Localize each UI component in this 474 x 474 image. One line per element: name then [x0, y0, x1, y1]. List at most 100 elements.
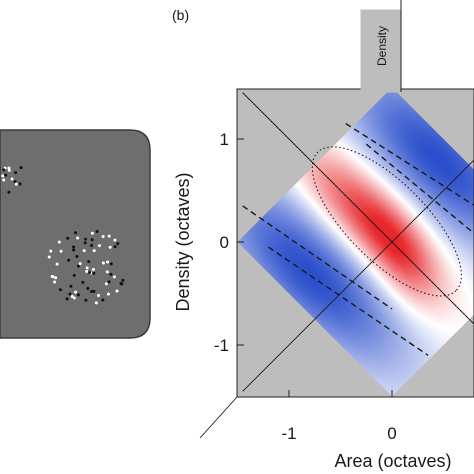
stimulus-dot — [2, 168, 6, 172]
x-tick-label: -1 — [281, 424, 296, 443]
stimulus-dot — [86, 286, 90, 290]
stimulus-dot — [47, 255, 51, 259]
stimulus-dot — [75, 255, 79, 259]
stimulus-dot — [65, 297, 69, 301]
stimulus-dot — [55, 262, 59, 266]
stimulus-dot — [112, 275, 116, 279]
stimulus-dot — [121, 278, 125, 282]
stimulus-dot — [90, 231, 94, 235]
stimulus-dot — [92, 271, 96, 275]
stimulus-dot — [72, 296, 76, 300]
contour-line — [365, 143, 474, 235]
stimulus-dot — [74, 290, 78, 294]
plot-frame — [236, 88, 474, 398]
stimulus-dot — [67, 258, 71, 262]
stimulus-dot — [81, 280, 85, 284]
x-ticks: -1 0 — [281, 390, 397, 443]
stimulus-dot — [7, 190, 11, 194]
stimulus-dot — [7, 166, 11, 170]
y-tick-label: 0 — [220, 233, 229, 252]
stimulus-dot — [70, 294, 74, 298]
stimulus-dot — [105, 270, 109, 274]
y-ticks: 1 0 -1 — [214, 130, 244, 355]
panel-label: (b) — [172, 7, 189, 23]
stimulus-dot — [1, 174, 5, 178]
x-axis-label: Area (octaves) — [334, 451, 451, 471]
stimulus-dot — [109, 272, 113, 276]
stimulus-dot — [85, 269, 89, 273]
stimulus-dot — [83, 241, 87, 245]
stimulus-dot — [107, 280, 111, 284]
stimulus-dot — [85, 266, 89, 270]
stimulus-dot — [95, 230, 99, 234]
stimulus-dot — [106, 292, 110, 296]
stimulus-dot — [54, 276, 58, 280]
stimulus-dot — [101, 298, 105, 302]
stimulus-dot — [113, 238, 117, 242]
stimulus-dot — [76, 264, 80, 268]
stimulus-dot — [14, 171, 18, 175]
stimulus-dot — [69, 284, 73, 288]
stimulus-dot — [91, 268, 95, 272]
stimulus-dot — [18, 182, 22, 186]
stimulus-dot — [115, 289, 119, 293]
stimulus-dot — [108, 245, 112, 249]
stimulus-dot — [116, 242, 120, 246]
stimulus-dot — [76, 236, 80, 240]
stimulus-dot — [94, 301, 98, 305]
stimulus-dot — [68, 292, 72, 296]
stimulus-dot — [13, 180, 17, 184]
density-axis-label: Density — [375, 26, 389, 66]
stimulus-dot — [76, 293, 80, 297]
stimulus-dot — [78, 262, 82, 266]
stimulus-dot — [74, 231, 78, 235]
density-axis-tab: Density — [360, 0, 402, 93]
stimulus-dot — [106, 260, 110, 264]
stimulus-dot — [97, 244, 101, 248]
contour-ellipse — [311, 146, 462, 297]
contour-lines — [242, 122, 474, 356]
stimulus-dot — [92, 289, 96, 293]
stimulus-dot — [90, 238, 94, 242]
stimulus-dot — [120, 282, 124, 286]
y-axis-label: Density (octaves) — [173, 172, 193, 311]
stimulus-dot — [72, 273, 76, 277]
reference-line — [242, 92, 474, 325]
stimulus-panel — [0, 129, 151, 339]
stimulus-dot — [82, 249, 86, 253]
stimulus-dot — [66, 236, 70, 240]
stimulus-dot — [113, 245, 117, 249]
stimulus-dot — [57, 240, 61, 244]
stimulus-dot — [87, 259, 91, 263]
stimulus-dot — [88, 270, 92, 274]
stimulus-dot — [109, 262, 113, 266]
reference-line-extension — [199, 396, 238, 439]
stimulus-dot — [84, 237, 88, 241]
stimulus-dot — [72, 248, 76, 252]
heatmap-plot: 1 0 -1 -1 0 — [214, 88, 474, 443]
y-tick-label: 1 — [220, 130, 229, 149]
stimulus-dot — [72, 245, 76, 249]
stimulus-dot — [92, 249, 96, 253]
stimulus-dot — [59, 249, 63, 253]
reference-lines — [242, 92, 474, 392]
contour-line — [268, 246, 429, 356]
y-tick-label: -1 — [214, 336, 229, 355]
stimulus-dot — [90, 290, 94, 294]
stimulus-dot — [58, 288, 62, 292]
stimulus-dot — [10, 177, 14, 181]
stimulus-dot — [19, 166, 23, 170]
contour-line — [345, 122, 474, 207]
dot-cloud-small — [1, 166, 23, 194]
stimulus-dot — [101, 261, 105, 265]
stimulus-dot — [2, 178, 6, 182]
reference-line — [242, 159, 474, 392]
dot-cloud-large — [47, 230, 125, 305]
contour-line — [242, 205, 393, 310]
stimulus-dot — [97, 294, 101, 298]
stimulus-dot — [107, 234, 111, 238]
stimulus-dot — [7, 168, 11, 172]
stimulus-dot — [84, 298, 88, 302]
stimulus-dot — [104, 282, 108, 286]
stimulus-dot — [4, 173, 8, 177]
